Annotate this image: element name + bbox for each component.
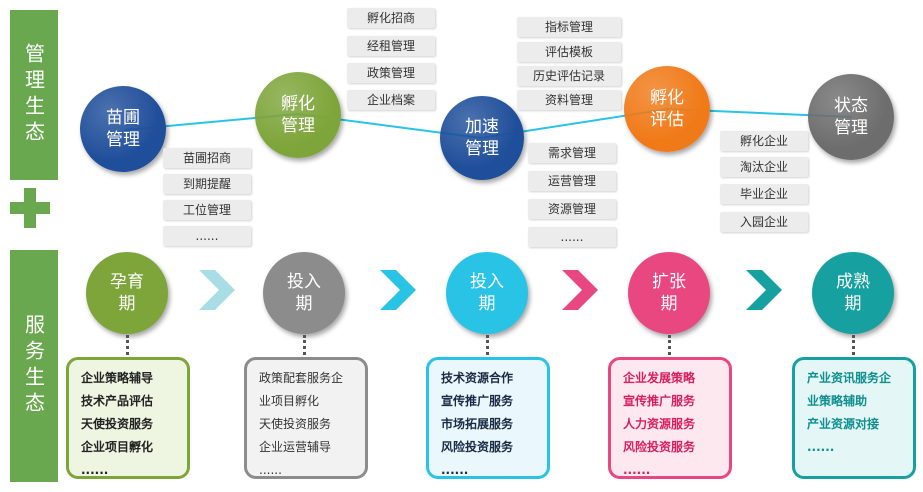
node-incubation-evaluation[interactable]: 孵化 评估 (624, 66, 710, 152)
tag-nursery-more[interactable]: ...... (163, 226, 251, 246)
node-incubation-management[interactable]: 孵化 管理 (255, 72, 341, 158)
list-item: 企业发展策略 (623, 371, 696, 385)
list-item: 技术产品评估 (81, 394, 154, 408)
list-item: 天使投资服务 (259, 417, 332, 431)
list-item: 企业策略辅导 (81, 371, 154, 385)
list-item: 产业资讯服务企 (807, 371, 892, 385)
stage-maturity[interactable]: 成熟 期 (812, 252, 894, 334)
tag-nursery-workstation[interactable]: 工位管理 (163, 200, 251, 220)
tag-evaluation-template[interactable]: 评估模板 (517, 42, 621, 62)
tag-evaluation-history[interactable]: 历史评估记录 (517, 66, 621, 86)
list-item: 市场拓展服务 (441, 417, 514, 431)
list-item: 人力资源服务 (623, 417, 696, 431)
list-item: 风险投资服务 (441, 440, 514, 454)
tag-incubation-policy[interactable]: 政策管理 (347, 63, 435, 83)
tag-acceleration-more[interactable]: ...... (528, 227, 616, 247)
tag-status-graduated[interactable]: 毕业企业 (720, 184, 808, 204)
list-item: ...... (623, 463, 651, 477)
tag-evaluation-materials[interactable]: 资料管理 (517, 90, 621, 110)
tag-incubation-lease[interactable]: 经租管理 (347, 36, 435, 56)
connector (126, 335, 129, 355)
list-item: ...... (81, 463, 109, 477)
card-input1-services: 政策配套服务企 业项目孵化 天使投资服务 企业运营辅导 ...... (244, 357, 368, 479)
chevron-right-icon (380, 270, 416, 310)
node-status-management[interactable]: 状态 管理 (808, 74, 894, 160)
tag-evaluation-indicator[interactable]: 指标管理 (517, 17, 621, 37)
tag-acceleration-resource[interactable]: 资源管理 (528, 199, 616, 219)
list-item: 政策配套服务企 (259, 371, 344, 385)
list-item: 风险投资服务 (623, 440, 696, 454)
chevron-right-icon (199, 270, 235, 310)
tag-acceleration-operation[interactable]: 运营管理 (528, 171, 616, 191)
list-item: 宣传推广服务 (441, 394, 514, 408)
connector (668, 335, 671, 355)
card-input2-services: 技术资源合作 宣传推广服务 市场拓展服务 风险投资服务 ...... (426, 357, 550, 479)
stage-input-2[interactable]: 投入 期 (446, 252, 528, 334)
tag-incubation-archive[interactable]: 企业档案 (347, 90, 435, 110)
list-item: ...... (441, 463, 469, 477)
list-item: ...... (807, 440, 835, 454)
tag-acceleration-demand[interactable]: 需求管理 (528, 143, 616, 163)
tag-status-entered[interactable]: 入园企业 (720, 212, 808, 232)
stage-expansion[interactable]: 扩张 期 (628, 252, 710, 334)
list-item: 天使投资服务 (81, 417, 154, 431)
list-item: 业策略辅助 (807, 394, 868, 408)
stage-gestation[interactable]: 孕育 期 (86, 252, 168, 334)
tag-nursery-recruit[interactable]: 苗圃招商 (163, 148, 251, 168)
chevron-right-icon (746, 270, 782, 310)
tag-nursery-expiry[interactable]: 到期提醒 (163, 174, 251, 194)
tag-status-incubating[interactable]: 孵化企业 (720, 131, 808, 151)
card-gestation-services: 企业策略辅导 技术产品评估 天使投资服务 企业项目孵化 ...... (66, 357, 190, 479)
service-ecosystem-label: 服务生态 (10, 250, 58, 482)
stage-input-1[interactable]: 投入 期 (263, 252, 345, 334)
node-nursery-management[interactable]: 苗圃 管理 (80, 86, 166, 172)
connector (486, 335, 489, 355)
tag-incubation-recruit[interactable]: 孵化招商 (347, 8, 435, 28)
list-item: 企业运营辅导 (259, 440, 332, 454)
node-acceleration-management[interactable]: 加速 管理 (440, 96, 524, 180)
connector (303, 335, 306, 355)
list-item: 宣传推广服务 (623, 394, 696, 408)
card-maturity-services: 产业资讯服务企 业策略辅助 产业资源对接 ...... (792, 357, 916, 479)
management-ecosystem-label: 管理生态 (10, 10, 58, 180)
list-item: 业项目孵化 (259, 394, 320, 408)
card-expansion-services: 企业发展策略 宣传推广服务 人力资源服务 风险投资服务 ...... (608, 357, 732, 479)
chevron-right-icon (562, 270, 598, 310)
connector (852, 335, 855, 355)
list-item: 技术资源合作 (441, 371, 514, 385)
list-item: 产业资源对接 (807, 417, 880, 431)
tag-status-eliminated[interactable]: 淘汰企业 (720, 157, 808, 177)
list-item: ...... (259, 463, 282, 477)
plus-icon (10, 188, 50, 228)
list-item: 企业项目孵化 (81, 440, 154, 454)
